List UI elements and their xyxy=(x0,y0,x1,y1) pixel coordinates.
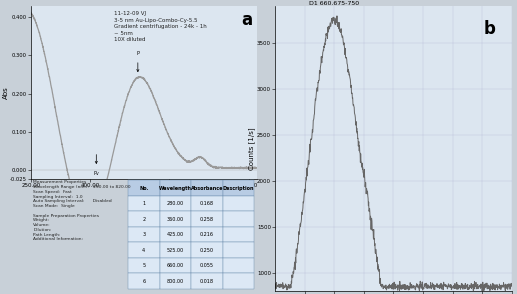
Text: a: a xyxy=(241,11,252,29)
Text: 11-12-09 VJ
3-5 nm Au-Lipo-Combo-Cy-5.5
Gradient centrifugation - 24k - 1h
~ 5nm: 11-12-09 VJ 3-5 nm Au-Lipo-Combo-Cy-5.5 … xyxy=(114,11,207,42)
Y-axis label: Counts [1/s]: Counts [1/s] xyxy=(249,127,255,170)
Y-axis label: Abs: Abs xyxy=(3,86,8,99)
Text: Measurement Properties
Wavelength Range (nm.):   250.00 to 820.00
Scan Speed:  F: Measurement Properties Wavelength Range … xyxy=(33,180,131,241)
X-axis label: nm.: nm. xyxy=(138,190,150,195)
Text: b: b xyxy=(483,20,495,38)
Text: Pv: Pv xyxy=(94,171,99,176)
Text: P: P xyxy=(136,51,139,56)
Text: D1 660.675-750: D1 660.675-750 xyxy=(309,1,359,6)
